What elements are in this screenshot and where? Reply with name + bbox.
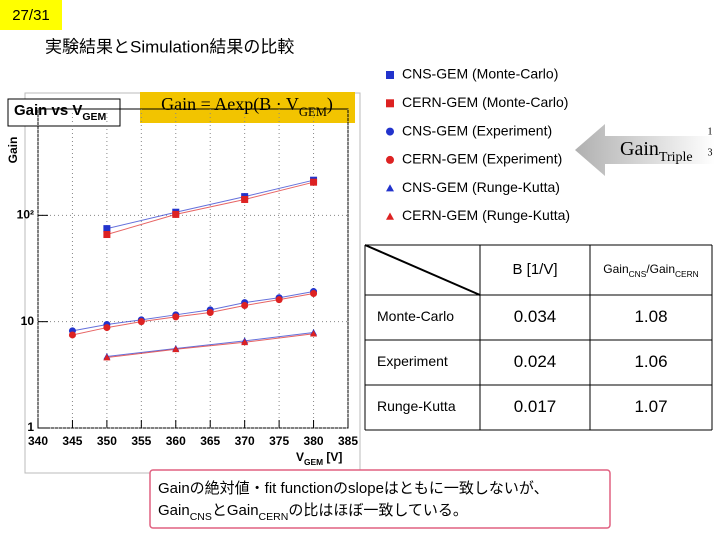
legend-label: CNS-GEM (Experiment) xyxy=(402,122,552,138)
plot-title: Gain vs VGEM xyxy=(14,102,107,123)
subscript: Triple xyxy=(659,150,693,165)
text-run: Gain vs V xyxy=(14,102,82,119)
text-run: Gain xyxy=(158,502,190,519)
x-tick-label: 350 xyxy=(97,434,117,448)
table-cell: 1.06 xyxy=(634,352,667,371)
legend-marker xyxy=(386,99,394,108)
marker xyxy=(103,354,111,361)
marker xyxy=(310,178,318,186)
y-tick-label: 10² xyxy=(17,208,34,222)
legend-marker xyxy=(386,127,394,136)
marker xyxy=(241,301,249,309)
text-run: V xyxy=(296,450,304,464)
arrow-label: GainTriple xyxy=(620,138,693,165)
subscript: CNS xyxy=(190,511,212,523)
table-cell: 1.07 xyxy=(634,397,667,416)
table-cell: Runge-Kutta xyxy=(377,398,456,414)
plot-frame xyxy=(24,92,361,474)
slide-title: 実験結果とSimulation結果の比較 xyxy=(45,37,294,56)
legend-marker xyxy=(386,212,394,220)
marker xyxy=(241,338,249,346)
table-header: B [1/V] xyxy=(512,261,557,278)
result-table: B [1/V] GainCNS/GainCERN Monte-Carlo 0.034 1… xyxy=(364,244,713,431)
legend-label: CERN-GEM (Experiment) xyxy=(402,151,562,167)
legend-label: CNS-GEM (Runge-Kutta) xyxy=(402,179,560,195)
plot-title-box xyxy=(7,98,121,127)
note-box xyxy=(149,469,611,529)
y-tick-label: 1 xyxy=(27,420,34,434)
table-header: GainCNS/GainCERN xyxy=(603,262,698,279)
marker xyxy=(241,195,249,203)
marker xyxy=(137,318,145,326)
text-run: Gain xyxy=(603,262,628,276)
note-line: Gainの絶対値・fit functionのslopeはともに一致しないが、 xyxy=(158,480,549,497)
subscript: GEM xyxy=(82,111,106,123)
note-line: GainCNSとGainCERNの比はほぼ一致している。 xyxy=(158,502,468,523)
subscript: GEM xyxy=(299,105,327,119)
page-number-box xyxy=(0,0,62,30)
marker xyxy=(68,331,76,339)
fit-line xyxy=(72,293,314,336)
x-tick-label: 365 xyxy=(200,434,220,448)
x-tick-label: 340 xyxy=(28,434,48,448)
x-tick-label: 375 xyxy=(269,434,289,448)
fit-line xyxy=(72,291,314,332)
text-run: Gain = Aexp(B · V xyxy=(161,94,299,115)
marker xyxy=(172,210,180,218)
legend-label: CERN-GEM (Monte-Carlo) xyxy=(402,94,568,110)
marker xyxy=(206,308,214,316)
legend-marker xyxy=(386,184,394,192)
subscript: CNS xyxy=(629,269,647,279)
table-cell: 0.024 xyxy=(514,352,557,371)
legend-label: CERN-GEM (Runge-Kutta) xyxy=(402,207,570,223)
marker xyxy=(310,330,318,337)
x-tick-label: 370 xyxy=(235,434,255,448)
marker xyxy=(172,345,180,353)
y-tick-label: 10 xyxy=(21,314,35,328)
text-run: /Gain xyxy=(646,262,675,276)
table-cell: Experiment xyxy=(377,353,448,369)
x-tick-label: 380 xyxy=(304,434,324,448)
table-diagonal xyxy=(364,244,481,296)
fit-line xyxy=(106,332,314,358)
subscript: CERN xyxy=(675,269,699,279)
y-axis-label: Gain xyxy=(6,137,20,164)
arrow xyxy=(575,124,715,176)
marker xyxy=(172,313,180,321)
table-cell: 0.034 xyxy=(514,307,557,326)
x-tick-label: 355 xyxy=(131,434,151,448)
formula: Gain = Aexp(B · VGEM) xyxy=(161,94,333,119)
text-run: Gainの絶対値・fit functionのslopeはともに一致しないが、 xyxy=(158,480,549,497)
subscript: GEM xyxy=(304,457,323,467)
marker xyxy=(275,296,283,304)
exponent-denominator: 3 xyxy=(708,147,713,158)
x-tick-label: 385 xyxy=(338,434,358,448)
marker xyxy=(103,324,111,332)
x-tick-label: 345 xyxy=(62,434,82,448)
subscript: CERN xyxy=(259,511,289,523)
text-run: [V] xyxy=(323,450,342,464)
table-cell: Monte-Carlo xyxy=(377,308,454,324)
exponent-numerator: 1 xyxy=(708,126,713,137)
plot-area xyxy=(37,108,349,429)
marker xyxy=(103,231,111,239)
text-run: Gain xyxy=(620,138,659,160)
legend-marker xyxy=(386,71,394,79)
table-cell: 0.017 xyxy=(514,397,557,416)
page-number: 27/31 xyxy=(12,7,50,24)
table-cell: 1.08 xyxy=(634,307,667,326)
legend-marker xyxy=(386,155,394,164)
marker xyxy=(103,225,111,233)
marker xyxy=(310,290,318,298)
x-axis-label: VGEM [V] xyxy=(296,450,342,467)
legend-label: CNS-GEM (Monte-Carlo) xyxy=(402,66,558,82)
text-run: の比はほぼ一致している。 xyxy=(288,502,468,519)
fit-line xyxy=(106,181,314,236)
text-run: とGain xyxy=(212,502,259,519)
x-tick-label: 360 xyxy=(166,434,186,448)
fit-line xyxy=(106,179,314,230)
text-run: ) xyxy=(327,94,333,115)
fit-line xyxy=(106,333,314,359)
